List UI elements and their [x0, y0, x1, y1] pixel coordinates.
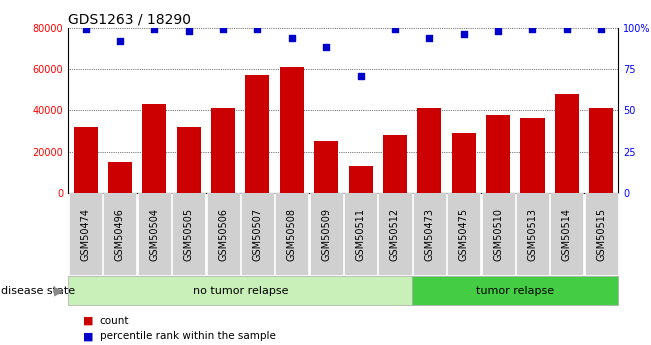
Bar [314, 141, 339, 193]
Text: GSM50508: GSM50508 [287, 208, 297, 261]
Text: GSM50509: GSM50509 [321, 208, 331, 261]
Bar [108, 162, 132, 193]
Point [458, 31, 469, 37]
Bar [486, 115, 510, 193]
Bar [74, 127, 98, 193]
Point [355, 73, 366, 78]
Bar [555, 94, 579, 193]
Text: GDS1263 / 18290: GDS1263 / 18290 [68, 12, 191, 27]
Point [390, 27, 400, 32]
Point [493, 28, 503, 34]
Text: percentile rank within the sample: percentile rank within the sample [100, 332, 275, 341]
Bar [143, 104, 167, 193]
Point [321, 45, 331, 50]
Bar [589, 108, 613, 193]
Text: GSM50511: GSM50511 [355, 208, 366, 261]
Text: GSM50510: GSM50510 [493, 208, 503, 261]
Bar [176, 127, 201, 193]
Text: GSM50507: GSM50507 [253, 208, 262, 261]
Text: GSM50512: GSM50512 [390, 208, 400, 261]
Text: GSM50515: GSM50515 [596, 208, 606, 261]
Bar [417, 108, 441, 193]
Point [184, 28, 194, 34]
Bar [520, 118, 544, 193]
Text: count: count [100, 316, 129, 326]
Text: GSM50474: GSM50474 [81, 208, 90, 261]
Point [149, 27, 159, 32]
Point [596, 27, 607, 32]
Text: GSM50513: GSM50513 [527, 208, 538, 261]
Text: GSM50506: GSM50506 [218, 208, 228, 261]
Text: GSM50514: GSM50514 [562, 208, 572, 261]
Bar [211, 108, 235, 193]
Point [424, 35, 435, 40]
Point [115, 38, 125, 43]
Bar [383, 135, 407, 193]
Text: tumor relapse: tumor relapse [477, 286, 555, 296]
Text: ■: ■ [83, 316, 93, 326]
Point [252, 27, 262, 32]
Point [218, 27, 229, 32]
Text: ▶: ▶ [53, 284, 63, 297]
Text: GSM50504: GSM50504 [149, 208, 159, 261]
Text: no tumor relapse: no tumor relapse [193, 286, 288, 296]
Bar [348, 166, 372, 193]
Bar [452, 133, 476, 193]
Point [527, 27, 538, 32]
Bar [280, 67, 304, 193]
Text: GSM50473: GSM50473 [424, 208, 434, 261]
Text: disease state: disease state [1, 286, 76, 296]
Point [80, 27, 90, 32]
Bar [245, 75, 270, 193]
Text: ■: ■ [83, 332, 93, 341]
Point [562, 27, 572, 32]
Text: GSM50505: GSM50505 [184, 208, 194, 261]
Text: GSM50475: GSM50475 [459, 208, 469, 261]
Point [286, 35, 297, 40]
Text: GSM50496: GSM50496 [115, 208, 125, 261]
